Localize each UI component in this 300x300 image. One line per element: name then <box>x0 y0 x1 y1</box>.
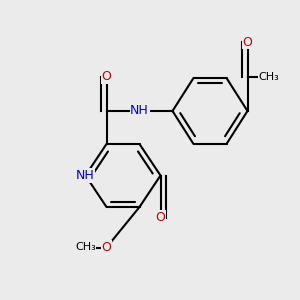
Text: NH: NH <box>130 104 149 118</box>
Text: O: O <box>102 70 111 83</box>
Text: NH: NH <box>76 169 95 182</box>
Text: O: O <box>156 211 165 224</box>
Text: O: O <box>102 241 111 254</box>
Text: CH₃: CH₃ <box>75 242 96 253</box>
Text: O: O <box>243 35 252 49</box>
Text: CH₃: CH₃ <box>258 71 279 82</box>
